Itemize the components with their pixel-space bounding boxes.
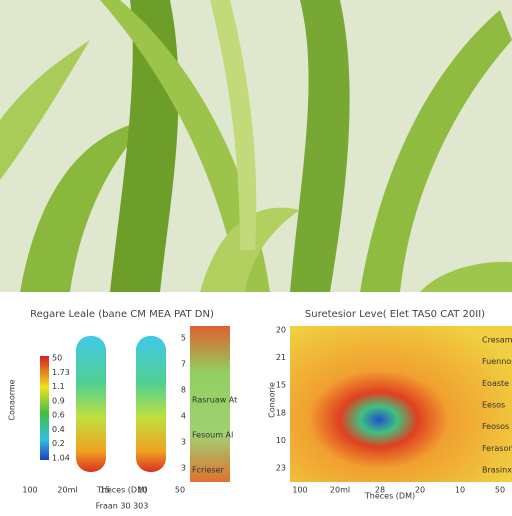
left-footer: Fraan 30 303 bbox=[96, 502, 149, 511]
colorbar bbox=[40, 356, 49, 460]
colorbar-label: 0.4 bbox=[52, 425, 65, 434]
side-label: Fuennos A bbox=[482, 357, 512, 366]
x-tick-label: 20ml bbox=[57, 486, 77, 495]
left-x-label: Theces (DM) bbox=[96, 486, 147, 495]
y-tick-label: 5 bbox=[181, 334, 186, 343]
x-tick-label: 10 bbox=[137, 486, 147, 495]
side-label: Feosos bbox=[482, 422, 509, 431]
x-tick-label: 50 bbox=[175, 486, 185, 495]
side-label: Eoaste bbox=[482, 379, 509, 388]
colorbar-label: 0.2 bbox=[52, 439, 65, 448]
strip-label: Fcrieser bbox=[192, 466, 225, 475]
side-label: Eesos bbox=[482, 401, 505, 410]
y-tick-label: 20 bbox=[276, 326, 286, 335]
heat-strip bbox=[190, 326, 230, 482]
photo bbox=[0, 0, 512, 292]
left-title: Regare Leale (bane CM MEA PAT DN) bbox=[30, 309, 214, 320]
right-x-label: Theces (DM) bbox=[364, 492, 415, 501]
y-tick-label: 7 bbox=[181, 360, 186, 369]
x-tick-label: 15 bbox=[100, 486, 110, 495]
cylinder bbox=[136, 336, 166, 472]
x-tick-label: 10 bbox=[455, 486, 465, 495]
y-tick-label: 18 bbox=[276, 408, 286, 417]
colorbar-label: 0.9 bbox=[52, 396, 65, 405]
y-tick-label: 3 bbox=[181, 464, 186, 473]
right-y-label: Conaorie bbox=[268, 382, 277, 418]
y-tick-label: 23 bbox=[276, 464, 286, 473]
cylinder bbox=[76, 336, 106, 472]
y-tick-label: 8 bbox=[181, 386, 186, 395]
y-tick-label: 3 bbox=[181, 438, 186, 447]
colorbar-label: 50 bbox=[52, 354, 62, 363]
side-label: Ferasons bbox=[482, 444, 512, 453]
colorbar-label: 1.73 bbox=[52, 368, 70, 377]
x-tick-label: 50 bbox=[495, 486, 505, 495]
x-tick-label: 20 bbox=[415, 486, 425, 495]
x-tick-label: 20ml bbox=[330, 486, 350, 495]
strip-label: Rasruaw At bbox=[192, 396, 237, 405]
side-label: Cresam bbox=[482, 336, 512, 345]
right-title: Suretesior Leve( Elet TAS0 CAT 20II) bbox=[305, 309, 485, 320]
left-y-label: Conaorme bbox=[8, 379, 17, 420]
y-tick-label: 21 bbox=[276, 353, 286, 362]
x-tick-label: 28 bbox=[375, 486, 385, 495]
colorbar-label: 1.1 bbox=[52, 382, 65, 391]
heatmap bbox=[290, 326, 512, 482]
y-tick-label: 10 bbox=[276, 436, 286, 445]
x-tick-label: 100 bbox=[292, 486, 307, 495]
strip-label: Fesoum AI bbox=[192, 431, 233, 440]
side-label: Brasinx bbox=[482, 466, 512, 475]
y-tick-label: 15 bbox=[276, 381, 286, 390]
colorbar-label: 1.04 bbox=[52, 454, 70, 463]
x-tick-label: 100 bbox=[22, 486, 37, 495]
colorbar-label: 0.6 bbox=[52, 411, 65, 420]
y-tick-label: 4 bbox=[181, 412, 186, 421]
